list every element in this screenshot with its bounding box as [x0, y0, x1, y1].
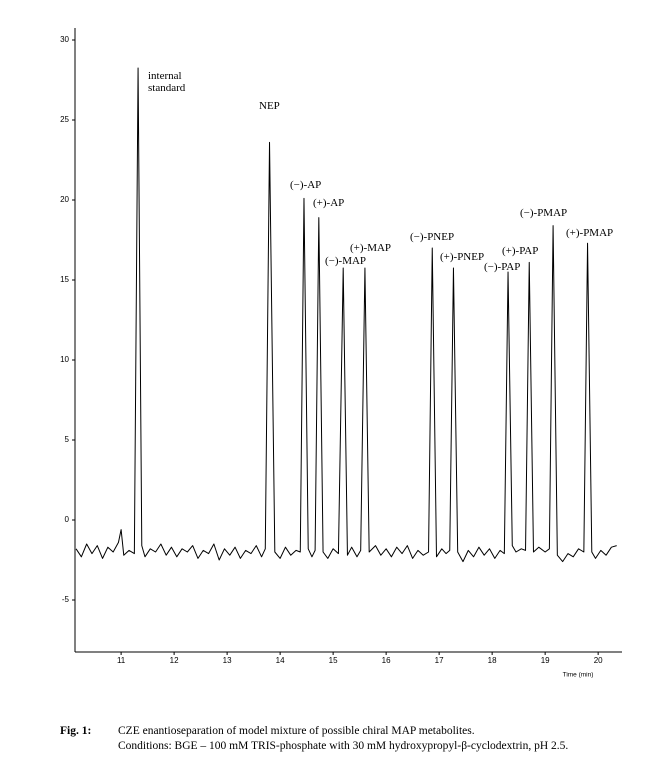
y-tick-label: 5	[65, 435, 70, 444]
peak-label: (+)-PNEP	[440, 251, 485, 263]
peak-label: (+)-PAP	[502, 245, 539, 257]
x-tick-label: 16	[382, 656, 391, 665]
x-tick-label: 20	[594, 656, 603, 665]
x-tick-label: 19	[541, 656, 550, 665]
chart: Time (min) 30 25 20 15 10 5 0 -5 11 12 13 14 15 16 17 1…	[60, 28, 622, 679]
peak-label: (−)-MAP	[325, 255, 367, 267]
x-tick-label: 18	[488, 656, 497, 665]
x-tick-label: 14	[276, 656, 285, 665]
y-tick-label: 15	[60, 275, 69, 284]
signal-line	[75, 67, 617, 563]
caption-text: CZE enantioseparation of model mixture o…	[118, 725, 475, 737]
y-tick-label: 20	[60, 195, 69, 204]
y-tick-label: -5	[62, 595, 70, 604]
x-tick-label: 17	[435, 656, 444, 665]
peak-label: (−)-PAP	[484, 261, 521, 273]
peak-label: (−)-PMAP	[520, 207, 568, 219]
peak-label: internal standard	[148, 70, 186, 94]
caption-label: Fig. 1:	[60, 725, 92, 737]
y-tick-label: 30	[60, 35, 69, 44]
peak-label: (+)-PMAP	[566, 227, 614, 239]
caption-text: Conditions: BGE – 100 mM TRIS-phosphate …	[118, 740, 569, 752]
y-tick-label: 10	[60, 355, 69, 364]
peak-label: NEP	[259, 100, 280, 112]
peak-label: (−)-AP	[290, 179, 322, 191]
x-axis-label: Time (min)	[563, 672, 594, 679]
y-tick-label: 0	[65, 515, 70, 524]
caption: Fig. 1: CZE enantioseparation of model mi…	[60, 724, 568, 754]
peak-label: (+)-MAP	[350, 242, 392, 254]
peak-label: (−)-PNEP	[410, 231, 455, 243]
peak-label: (+)-AP	[313, 197, 345, 209]
y-tick-label: 25	[60, 115, 69, 124]
x-tick-label: 13	[223, 656, 232, 665]
x-tick-label: 11	[117, 656, 126, 665]
caption-line: Fig. 1: CZE enantioseparation of model mi…	[60, 724, 568, 739]
x-tick-label: 12	[170, 656, 179, 665]
x-tick-label: 15	[329, 656, 338, 665]
